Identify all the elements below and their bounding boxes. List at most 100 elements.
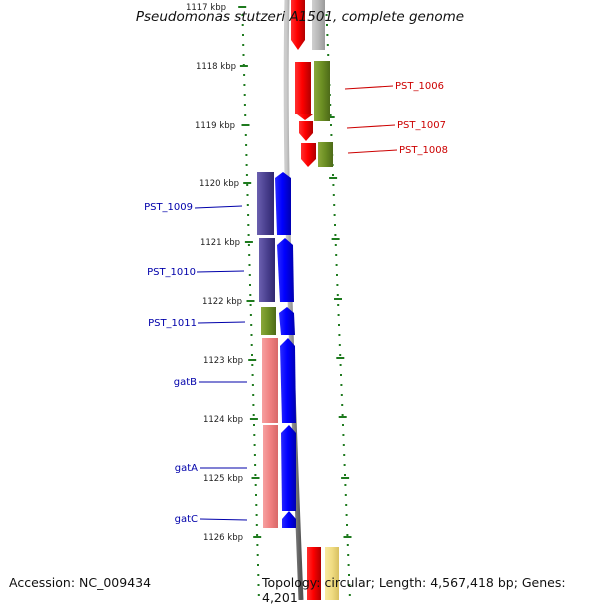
track-dot xyxy=(342,434,345,436)
ruler-dot xyxy=(254,484,257,486)
leader-line xyxy=(346,124,396,129)
track-dot xyxy=(329,114,332,116)
track-dot xyxy=(335,254,338,256)
ruler-dot xyxy=(249,294,252,296)
track-dot xyxy=(341,404,344,406)
track-dot xyxy=(346,524,348,526)
track-dot xyxy=(339,364,342,366)
gene-feature-gata xyxy=(263,425,296,528)
ruler-dot xyxy=(245,174,248,176)
accession-text: Accession: NC_009434 xyxy=(9,575,152,590)
track-dot xyxy=(338,344,341,346)
ruler-label: 1125 kbp xyxy=(203,474,243,484)
gene-feature-pst-1011 xyxy=(261,307,295,335)
ruler-dot xyxy=(241,24,244,26)
gene-label-gata: gatA xyxy=(175,463,198,474)
ruler-dot xyxy=(252,394,255,396)
ruler-label: 1124 kbp xyxy=(203,415,243,425)
gene-feature-gatc xyxy=(282,511,296,528)
ruler-dot xyxy=(250,344,253,346)
ruler-label: 1123 kbp xyxy=(203,356,243,366)
gene-label-pst-1010: PST_1010 xyxy=(147,267,196,278)
ruler-dot xyxy=(248,254,251,256)
track-dot xyxy=(346,544,349,546)
ruler-dot xyxy=(242,44,245,46)
gene-label-pst-1009: PST_1009 xyxy=(144,202,193,213)
track-dot xyxy=(327,54,330,56)
ruler-dot xyxy=(257,574,260,576)
ruler-label: 1119 kbp xyxy=(195,121,235,131)
ruler-dot xyxy=(248,264,251,266)
ruler-dots xyxy=(241,14,260,596)
ruler-dot xyxy=(245,164,248,166)
ruler-dot xyxy=(255,494,257,496)
leader-line xyxy=(197,321,246,324)
track-dot xyxy=(326,24,328,26)
ruler-dot xyxy=(243,74,246,76)
track-dot xyxy=(326,34,329,36)
track-dot xyxy=(337,314,340,316)
ruler-dot xyxy=(256,554,259,556)
gene-label-pst-1008: PST_1008 xyxy=(399,145,448,156)
gene-feature-pst-1007 xyxy=(299,121,313,141)
track-dot xyxy=(334,244,337,246)
ruler-dot xyxy=(256,534,259,536)
right-dot-track xyxy=(325,14,352,596)
track-dot xyxy=(341,414,344,416)
track-dot xyxy=(345,514,348,516)
ruler-tick xyxy=(246,300,255,302)
track-tick xyxy=(336,357,345,359)
gene-labels-left: PST_1009 PST_1010 PST_1011 gatB gatA gat… xyxy=(144,202,248,525)
topology-text: Topology: circular; Length: 4,567,418 bp… xyxy=(262,575,566,605)
ruler-dot xyxy=(253,434,256,436)
track-dot xyxy=(344,474,346,476)
ruler-tick xyxy=(238,6,247,8)
ruler-dot xyxy=(246,204,249,206)
track-dot xyxy=(332,194,335,196)
track-dot xyxy=(338,324,340,326)
gene-feature xyxy=(307,547,339,600)
track-dot xyxy=(347,564,350,566)
track-dot xyxy=(330,134,333,136)
ruler-ticks xyxy=(238,6,262,538)
ruler-dot xyxy=(248,274,251,276)
track-dot xyxy=(343,454,346,456)
ruler-dot xyxy=(257,564,259,566)
leader-line xyxy=(194,205,243,209)
gene-feature-pst-1010 xyxy=(259,238,294,302)
track-tick xyxy=(343,536,352,538)
ruler-tick xyxy=(239,65,248,67)
ruler-dot xyxy=(246,194,249,196)
ruler-tick xyxy=(248,359,257,361)
ruler-dot xyxy=(249,284,251,286)
track-dot xyxy=(334,234,337,236)
track-dot xyxy=(346,534,349,536)
leader-line xyxy=(199,518,248,521)
ruler-dot xyxy=(255,504,258,506)
ruler-dot xyxy=(251,354,253,356)
track-dot xyxy=(340,374,342,376)
ruler-dot xyxy=(253,444,256,446)
ruler-label: 1117 kbp xyxy=(186,3,226,13)
genome-title: Pseudomonas stutzeri A1501, complete gen… xyxy=(135,9,465,25)
ruler-dot xyxy=(251,384,254,386)
track-dot xyxy=(340,394,343,396)
genome-backbone xyxy=(283,0,304,600)
ruler-dot xyxy=(241,14,244,16)
ruler-dot xyxy=(247,234,250,236)
gene-feature-pst-1008 xyxy=(301,142,333,167)
leader-line xyxy=(347,149,398,154)
ruler-dot xyxy=(249,304,252,306)
ruler-dot xyxy=(242,34,244,36)
track-dot xyxy=(326,44,329,46)
ruler-tick xyxy=(251,477,260,479)
ruler-dot xyxy=(252,404,255,406)
ruler-dot xyxy=(249,314,252,316)
leader-line xyxy=(344,85,394,90)
gene-feature-pst-1006 xyxy=(295,61,330,121)
track-dot xyxy=(337,304,340,306)
track-dot xyxy=(344,494,347,496)
track-dot xyxy=(325,14,328,16)
ruler-label: 1120 kbp xyxy=(199,179,239,189)
ruler-dot xyxy=(243,84,246,86)
